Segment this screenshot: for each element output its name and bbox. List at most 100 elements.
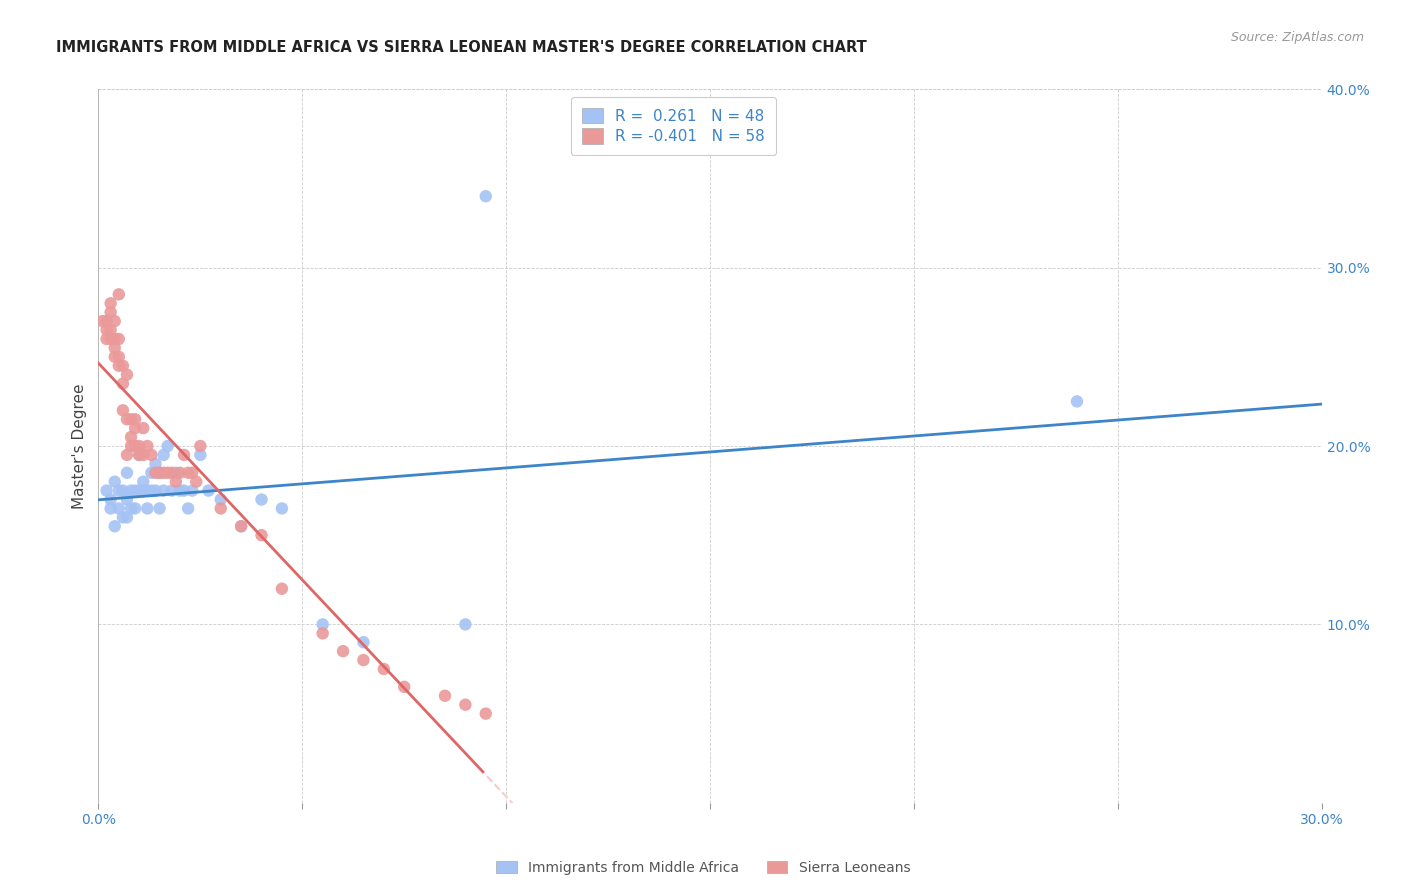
Point — [250, 492, 273, 507]
Point — [1066, 394, 1088, 409]
Point — [332, 644, 354, 658]
Point — [124, 412, 146, 426]
Point — [120, 501, 142, 516]
Point — [115, 466, 138, 480]
Point — [104, 350, 127, 364]
Point — [100, 323, 122, 337]
Point — [115, 492, 138, 507]
Point — [100, 501, 122, 516]
Point — [312, 617, 335, 632]
Point — [120, 483, 142, 498]
Point — [209, 492, 232, 507]
Point — [108, 359, 131, 373]
Point — [115, 412, 138, 426]
Text: Source: ZipAtlas.com: Source: ZipAtlas.com — [1230, 31, 1364, 45]
Point — [434, 689, 457, 703]
Point — [141, 483, 163, 498]
Point — [186, 475, 208, 489]
Point — [169, 483, 191, 498]
Point — [132, 475, 155, 489]
Point — [108, 350, 131, 364]
Point — [173, 483, 195, 498]
Point — [474, 706, 498, 721]
Point — [145, 483, 167, 498]
Point — [149, 466, 172, 480]
Legend: R =  0.261   N = 48, R = -0.401   N = 58: R = 0.261 N = 48, R = -0.401 N = 58 — [571, 97, 776, 155]
Point — [145, 457, 167, 471]
Point — [352, 653, 374, 667]
Point — [132, 483, 155, 498]
Point — [250, 528, 273, 542]
Point — [270, 501, 294, 516]
Point — [474, 189, 498, 203]
Point — [111, 376, 134, 391]
Point — [124, 501, 146, 516]
Point — [111, 510, 134, 524]
Point — [100, 296, 122, 310]
Point — [177, 501, 200, 516]
Point — [115, 510, 138, 524]
Point — [132, 448, 155, 462]
Legend: Immigrants from Middle Africa, Sierra Leoneans: Immigrants from Middle Africa, Sierra Le… — [491, 855, 915, 880]
Point — [231, 519, 253, 533]
Point — [120, 439, 142, 453]
Point — [156, 439, 179, 453]
Point — [96, 323, 118, 337]
Point — [104, 314, 127, 328]
Point — [108, 483, 131, 498]
Point — [141, 466, 163, 480]
Point — [120, 430, 142, 444]
Point — [165, 475, 187, 489]
Point — [128, 448, 150, 462]
Point — [197, 483, 219, 498]
Point — [132, 421, 155, 435]
Point — [91, 314, 114, 328]
Point — [108, 501, 131, 516]
Point — [160, 483, 183, 498]
Point — [124, 483, 146, 498]
Point — [96, 332, 118, 346]
Point — [115, 368, 138, 382]
Point — [120, 412, 142, 426]
Point — [111, 359, 134, 373]
Point — [209, 501, 232, 516]
Point — [100, 492, 122, 507]
Point — [124, 439, 146, 453]
Point — [454, 617, 477, 632]
Point — [152, 483, 174, 498]
Point — [152, 448, 174, 462]
Point — [149, 501, 172, 516]
Point — [165, 466, 187, 480]
Point — [149, 466, 172, 480]
Point — [136, 439, 159, 453]
Point — [160, 466, 183, 480]
Point — [141, 448, 163, 462]
Point — [173, 448, 195, 462]
Point — [392, 680, 416, 694]
Point — [177, 466, 200, 480]
Point — [188, 448, 212, 462]
Point — [104, 332, 127, 346]
Point — [156, 466, 179, 480]
Point — [108, 332, 131, 346]
Point — [96, 314, 118, 328]
Point — [128, 448, 150, 462]
Point — [111, 403, 134, 417]
Point — [231, 519, 253, 533]
Point — [115, 448, 138, 462]
Point — [188, 439, 212, 453]
Point — [270, 582, 294, 596]
Point — [373, 662, 395, 676]
Point — [136, 483, 159, 498]
Point — [100, 305, 122, 319]
Point — [312, 626, 335, 640]
Point — [128, 439, 150, 453]
Point — [181, 483, 204, 498]
Point — [181, 466, 204, 480]
Point — [111, 483, 134, 498]
Point — [169, 466, 191, 480]
Point — [136, 501, 159, 516]
Point — [145, 466, 167, 480]
Point — [352, 635, 374, 649]
Point — [104, 519, 127, 533]
